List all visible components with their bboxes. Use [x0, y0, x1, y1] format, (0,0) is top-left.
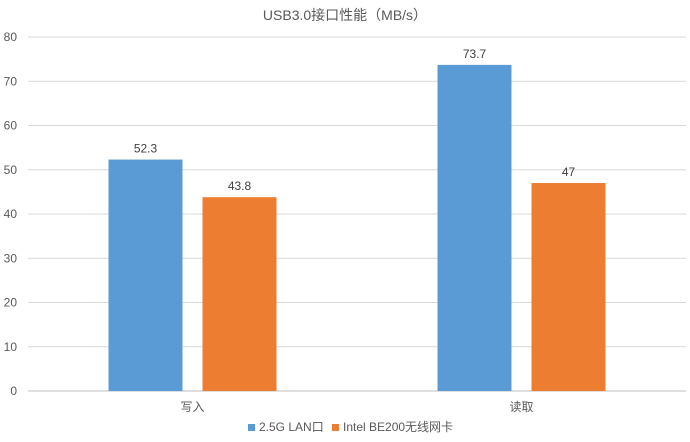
legend-label: Intel BE200无线网卡	[343, 420, 453, 434]
y-tick-label: 30	[4, 251, 18, 265]
data-labels: 52.3 43.8 73.7 47	[134, 47, 576, 193]
legend-label: 2.5G LAN口	[259, 420, 324, 434]
bar-lan-0	[108, 159, 183, 391]
y-tick-label: 70	[4, 74, 18, 88]
y-tick-label: 80	[4, 30, 18, 44]
category-label: 写入	[180, 400, 204, 414]
bars	[108, 64, 606, 391]
y-tick-label: 20	[4, 296, 18, 310]
data-label: 47	[562, 165, 576, 179]
y-tick-label: 50	[4, 163, 18, 177]
bar-wifi-0	[202, 197, 277, 391]
chart-title: USB3.0接口性能（MB/s）	[263, 7, 427, 23]
bar-lan-1	[437, 64, 512, 391]
y-tick-label: 10	[4, 340, 18, 354]
data-label: 43.8	[228, 179, 252, 193]
y-tick-label: 60	[4, 119, 18, 133]
legend: 2.5G LAN口 Intel BE200无线网卡	[248, 420, 453, 434]
y-tick-label: 40	[4, 207, 18, 221]
legend-swatch	[248, 424, 255, 431]
x-axis-categories: 写入 读取	[180, 400, 533, 414]
bar-wifi-1	[531, 183, 606, 391]
data-label: 52.3	[134, 142, 158, 156]
y-tick-label: 0	[10, 384, 17, 398]
category-label: 读取	[509, 400, 533, 414]
y-axis-ticks: 0 10 20 30 40 50 60 70 80	[4, 30, 18, 398]
data-label: 73.7	[463, 47, 487, 61]
legend-swatch	[332, 424, 339, 431]
